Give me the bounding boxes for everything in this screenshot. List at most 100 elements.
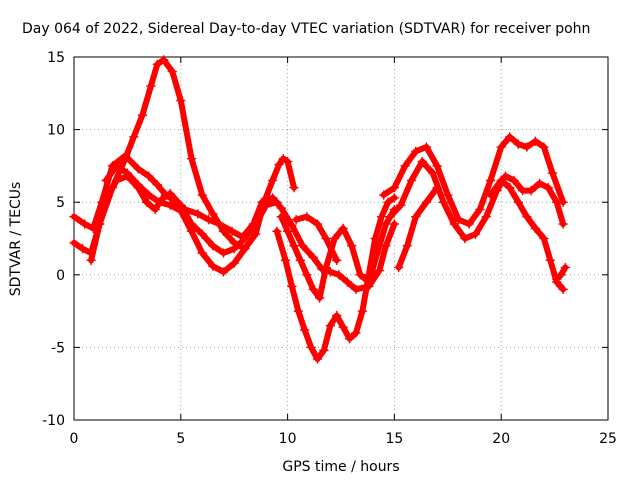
data-point bbox=[351, 284, 361, 295]
data-point bbox=[539, 233, 549, 244]
data-point bbox=[218, 226, 229, 236]
data-point bbox=[250, 219, 261, 229]
data-point bbox=[272, 197, 282, 207]
y-tick-label: -5 bbox=[51, 340, 65, 356]
series-track-j bbox=[485, 175, 568, 295]
data-point bbox=[522, 142, 532, 152]
data-point bbox=[357, 306, 368, 316]
data-point bbox=[229, 258, 239, 268]
data-point bbox=[509, 175, 519, 186]
series-track-k bbox=[393, 182, 442, 273]
data-point bbox=[176, 95, 186, 106]
data-point bbox=[208, 209, 218, 219]
data-point bbox=[504, 182, 515, 193]
data-point bbox=[526, 185, 536, 196]
data-point bbox=[556, 270, 566, 280]
grid-lines bbox=[74, 57, 608, 420]
data-point bbox=[522, 211, 532, 222]
data-point bbox=[342, 277, 353, 287]
data-point bbox=[197, 229, 207, 239]
data-point bbox=[319, 345, 329, 356]
data-point bbox=[267, 175, 278, 186]
series-track-b bbox=[69, 55, 299, 258]
data-point bbox=[453, 214, 464, 225]
data-point bbox=[227, 226, 237, 236]
data-point bbox=[137, 110, 148, 120]
data-point bbox=[331, 255, 342, 266]
series-trace bbox=[71, 56, 297, 256]
data-point bbox=[101, 175, 111, 186]
data-point bbox=[308, 252, 318, 263]
data-point bbox=[144, 171, 154, 181]
data-point bbox=[355, 270, 365, 280]
data-point bbox=[496, 142, 506, 152]
data-point bbox=[421, 197, 432, 207]
data-point bbox=[504, 132, 515, 142]
data-point bbox=[496, 175, 506, 186]
data-point bbox=[400, 161, 410, 171]
data-point bbox=[421, 142, 432, 152]
data-point bbox=[274, 159, 284, 170]
data-point bbox=[77, 243, 88, 254]
data-point bbox=[560, 262, 571, 273]
data-point bbox=[406, 175, 417, 186]
data-point bbox=[120, 153, 131, 164]
data-point bbox=[470, 229, 481, 239]
data-point bbox=[428, 168, 438, 178]
data-point bbox=[158, 55, 169, 65]
y-tick-label: 15 bbox=[47, 50, 65, 66]
data-point bbox=[543, 182, 553, 193]
data-point bbox=[129, 132, 139, 142]
data-point bbox=[443, 190, 453, 200]
x-tick-label: 15 bbox=[385, 431, 403, 447]
data-point bbox=[186, 226, 197, 236]
data-point bbox=[122, 168, 133, 178]
data-point bbox=[530, 223, 541, 234]
x-tick-label: 25 bbox=[599, 431, 617, 447]
data-point bbox=[218, 267, 229, 277]
data-point bbox=[276, 203, 286, 213]
series-track-d bbox=[101, 161, 250, 277]
data-point bbox=[272, 226, 282, 236]
data-point bbox=[334, 270, 344, 280]
y-axis-label: SDTVAR / TECUs bbox=[8, 182, 24, 297]
data-point bbox=[402, 241, 412, 251]
y-tick-label: 10 bbox=[47, 123, 65, 139]
data-point bbox=[500, 171, 511, 181]
data-point bbox=[312, 219, 323, 229]
data-point bbox=[432, 182, 442, 193]
data-point bbox=[165, 188, 175, 199]
data-point bbox=[346, 241, 357, 251]
data-point bbox=[351, 328, 361, 338]
data-point bbox=[261, 200, 271, 210]
data-point bbox=[513, 139, 524, 149]
data-point bbox=[372, 248, 383, 258]
data-point bbox=[276, 211, 286, 222]
data-point bbox=[282, 226, 293, 236]
data-point bbox=[389, 182, 400, 193]
axis-ticks bbox=[73, 56, 609, 421]
chart-title: Day 064 of 2022, Sidereal Day-to-day VTE… bbox=[22, 21, 590, 37]
data-point bbox=[297, 241, 308, 251]
data-point bbox=[289, 182, 299, 193]
data-point bbox=[79, 219, 90, 229]
data-series bbox=[69, 55, 571, 364]
data-point bbox=[312, 354, 323, 364]
data-point bbox=[308, 284, 318, 295]
y-tick-label: 5 bbox=[56, 195, 65, 211]
data-point bbox=[176, 206, 186, 216]
data-point bbox=[381, 219, 391, 229]
data-point bbox=[186, 153, 197, 164]
data-point bbox=[240, 243, 250, 254]
data-point bbox=[389, 219, 400, 229]
data-point bbox=[376, 211, 387, 222]
data-point bbox=[381, 241, 391, 251]
x-tick-label: 5 bbox=[176, 431, 185, 447]
data-point bbox=[331, 310, 342, 321]
data-point bbox=[558, 219, 568, 229]
data-point bbox=[558, 284, 568, 295]
data-point bbox=[111, 161, 122, 171]
data-point bbox=[86, 255, 96, 266]
data-point bbox=[464, 219, 474, 229]
data-point bbox=[396, 200, 406, 210]
